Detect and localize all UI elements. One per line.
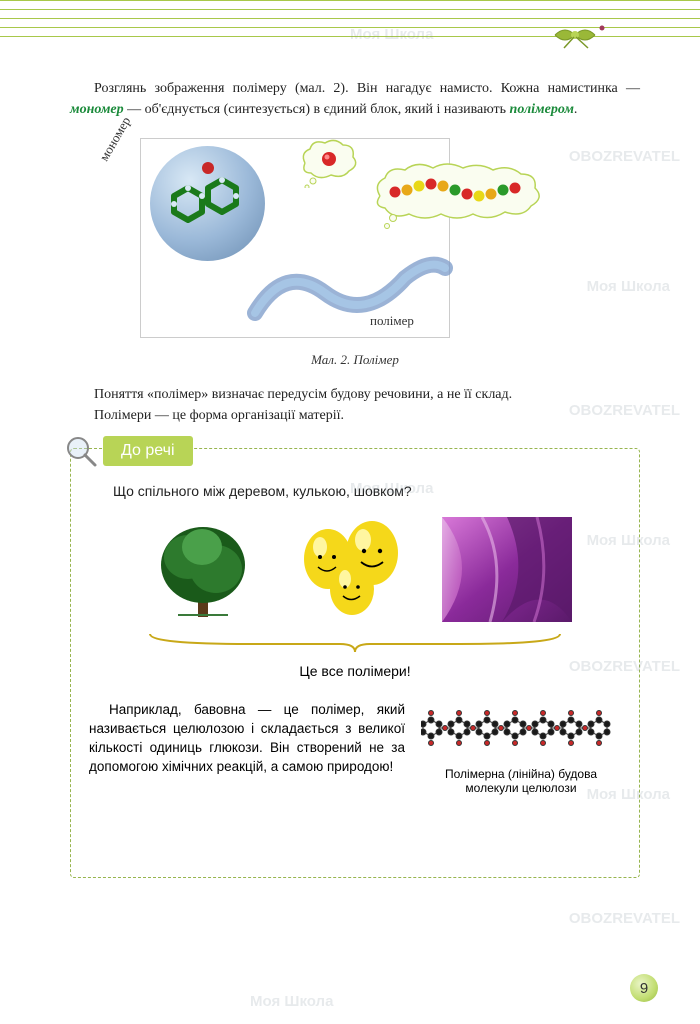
magnifier-icon (63, 433, 99, 469)
paragraph-3: Полімери — це форма організації матерії. (70, 405, 640, 426)
caption-text: Полімер (350, 352, 399, 367)
term-monomer: мономер (70, 102, 124, 117)
callout-question: Що спільного між деревом, кулькою, шовко… (89, 483, 621, 499)
watermark: OBOZREVATEL (569, 910, 680, 927)
page-number: 9 (630, 974, 658, 1002)
cellulose-chain-icon (421, 701, 621, 756)
callout-bottom-row: Наприклад, бавовна — це полімер, який на… (89, 701, 621, 795)
callout-box: До речі Що спільного між деревом, кулько… (70, 448, 640, 878)
caption-prefix: Мал. 2. (311, 352, 350, 367)
figure-polymer: мономер полімер (70, 138, 640, 368)
cellulose-figure: Полімерна (лінійна) будова молекули целю… (421, 701, 621, 795)
paragraph-2: Поняття «полімер» визначає передусім буд… (70, 384, 640, 405)
silk-image-icon (442, 517, 572, 622)
thought-cloud-big-icon (365, 156, 565, 236)
bow-decoration-icon (550, 20, 610, 55)
intro-paragraph: Розглянь зображення полімеру (мал. 2). В… (70, 78, 640, 120)
bottom-text-content: Наприклад, бавовна — це полімер, який на… (89, 701, 405, 777)
tree-image-icon (138, 517, 268, 622)
callout-bottom-text: Наприклад, бавовна — це полімер, який на… (89, 701, 405, 795)
triptych-images (89, 517, 621, 622)
label-monomer: мономер (96, 114, 134, 164)
curly-brace-icon (89, 630, 621, 659)
figure-caption: Мал. 2. Полімер (70, 352, 640, 368)
balloons-image-icon (290, 517, 420, 622)
callout-title: До речі (103, 436, 193, 466)
callout-header: До речі (63, 433, 193, 469)
watermark: Моя Школа (250, 993, 333, 1010)
intro-mid: — об'єднується (синтезується) в єдиний б… (124, 102, 510, 117)
page-number-value: 9 (640, 980, 648, 997)
intro-before: Розглянь зображення полімеру (мал. 2). В… (94, 81, 640, 96)
term-polymer: полімером (510, 102, 574, 117)
callout-answer: Це все полімери! (89, 663, 621, 679)
thought-cloud-small-icon (295, 133, 365, 193)
intro-after: . (574, 102, 578, 117)
cellulose-caption: Полімерна (лінійна) будова молекули целю… (421, 767, 621, 795)
polymer-chain-icon (245, 243, 455, 343)
